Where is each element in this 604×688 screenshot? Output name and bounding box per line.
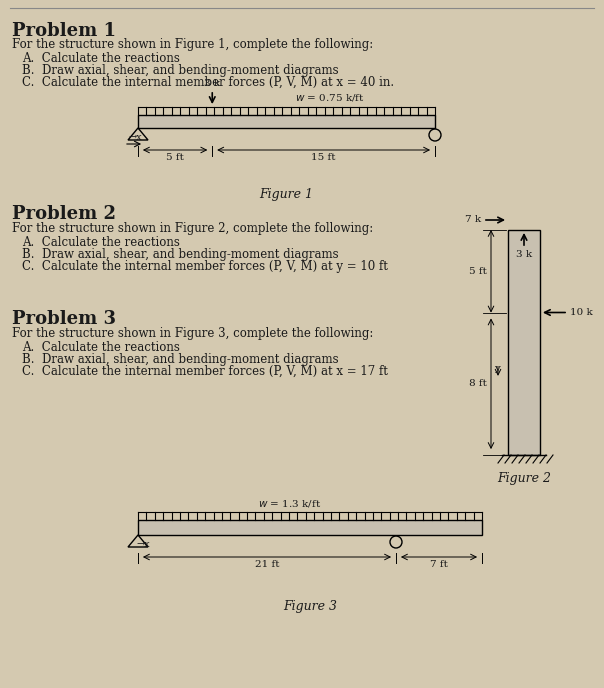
- Text: A.  Calculate the reactions: A. Calculate the reactions: [22, 236, 180, 249]
- Text: →x: →x: [128, 133, 141, 142]
- Text: For the structure shown in Figure 3, complete the following:: For the structure shown in Figure 3, com…: [12, 327, 373, 340]
- Text: 7 ft: 7 ft: [430, 560, 448, 569]
- Text: B.  Draw axial, shear, and bending-moment diagrams: B. Draw axial, shear, and bending-moment…: [22, 248, 339, 261]
- Polygon shape: [138, 520, 482, 535]
- Polygon shape: [138, 115, 435, 128]
- Text: B.  Draw axial, shear, and bending-moment diagrams: B. Draw axial, shear, and bending-moment…: [22, 64, 339, 77]
- Text: C.  Calculate the internal member forces (P, V, M) at x = 17 ft: C. Calculate the internal member forces …: [22, 365, 388, 378]
- Text: Figure 1: Figure 1: [260, 188, 313, 201]
- Text: Problem 1: Problem 1: [12, 22, 116, 40]
- Text: For the structure shown in Figure 2, complete the following:: For the structure shown in Figure 2, com…: [12, 222, 373, 235]
- Text: C.  Calculate the internal member forces (P, V, M) at x = 40 in.: C. Calculate the internal member forces …: [22, 76, 394, 89]
- Text: Problem 3: Problem 3: [12, 310, 116, 328]
- Text: C.  Calculate the internal member forces (P, V, M) at y = 10 ft: C. Calculate the internal member forces …: [22, 260, 388, 273]
- Text: 3 k: 3 k: [516, 250, 532, 259]
- Text: 3 k: 3 k: [204, 79, 220, 88]
- Text: 7 k: 7 k: [465, 215, 481, 224]
- Text: A.  Calculate the reactions: A. Calculate the reactions: [22, 341, 180, 354]
- Text: 10 k: 10 k: [570, 308, 593, 317]
- Text: y: y: [494, 364, 500, 374]
- Polygon shape: [508, 230, 540, 455]
- Text: $w$ = 1.3 k/ft: $w$ = 1.3 k/ft: [259, 498, 322, 509]
- Text: For the structure shown in Figure 1, complete the following:: For the structure shown in Figure 1, com…: [12, 38, 373, 51]
- Text: Problem 2: Problem 2: [12, 205, 116, 223]
- Text: 5 ft: 5 ft: [469, 267, 487, 276]
- Text: 8 ft: 8 ft: [469, 379, 487, 388]
- Text: B.  Draw axial, shear, and bending-moment diagrams: B. Draw axial, shear, and bending-moment…: [22, 353, 339, 366]
- Text: 21 ft: 21 ft: [255, 560, 279, 569]
- Text: Figure 3: Figure 3: [283, 600, 337, 613]
- Text: A.  Calculate the reactions: A. Calculate the reactions: [22, 52, 180, 65]
- Text: Figure 2: Figure 2: [497, 472, 551, 485]
- Text: 15 ft: 15 ft: [312, 153, 336, 162]
- Text: $w$ = 0.75 k/ft: $w$ = 0.75 k/ft: [295, 92, 365, 103]
- Text: 5 ft: 5 ft: [166, 153, 184, 162]
- Text: →x: →x: [136, 540, 150, 549]
